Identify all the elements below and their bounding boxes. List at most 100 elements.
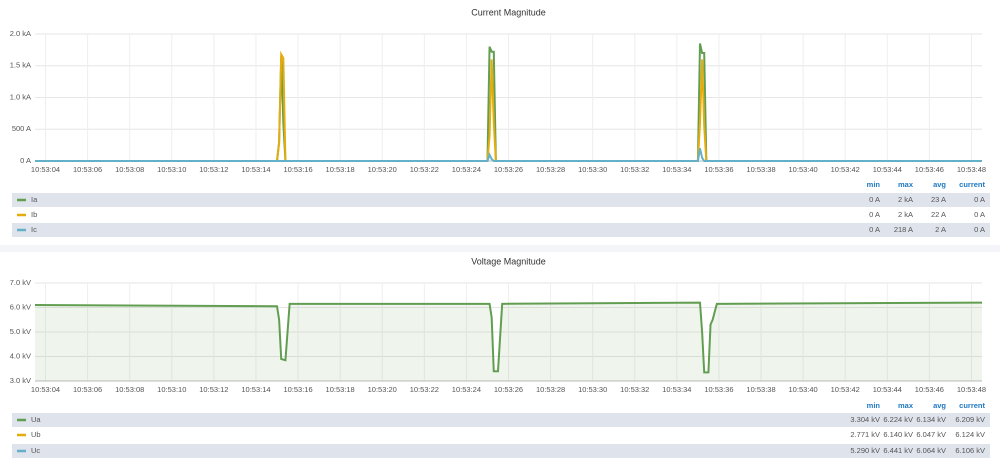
x-tick-label: 10:53:24 (452, 165, 481, 174)
legend-value: 6.224 kV (883, 415, 913, 424)
x-tick-label: 10:53:28 (536, 165, 565, 174)
x-tick-label: 10:53:30 (578, 385, 607, 394)
x-tick-label: 10:53:28 (536, 385, 565, 394)
legend-value: 0 A (974, 195, 985, 204)
x-tick-label: 10:53:32 (620, 165, 649, 174)
y-tick-label: 1.5 kA (10, 61, 31, 70)
x-tick-label: 10:53:08 (115, 385, 144, 394)
legend-row-bg (12, 444, 990, 458)
x-tick-label: 10:53:10 (157, 385, 186, 394)
x-tick-label: 10:53:44 (873, 165, 902, 174)
legend-value: 6.134 kV (916, 415, 946, 424)
legend-value: 2 kA (898, 210, 913, 219)
legend-column-header: avg (933, 401, 946, 410)
legend-value: 6.140 kV (883, 430, 913, 439)
series-line (34, 301, 983, 374)
x-tick-label: 10:53:06 (73, 165, 102, 174)
legend-value: 0 A (869, 195, 880, 204)
y-tick-label: 6.0 kV (10, 302, 31, 311)
x-tick-label: 10:53:06 (73, 385, 102, 394)
legend-column-header: max (898, 401, 914, 410)
legend-value: 218 A (894, 225, 913, 234)
x-tick-label: 10:53:38 (746, 385, 775, 394)
x-tick-label: 10:53:04 (31, 385, 60, 394)
x-tick-label: 10:53:36 (704, 385, 733, 394)
x-tick-label: 10:53:20 (368, 165, 397, 174)
legend-value: 6.106 kV (955, 446, 985, 455)
legend-value: 2.771 kV (850, 430, 880, 439)
x-tick-label: 10:53:48 (957, 165, 986, 174)
legend-value: 0 A (974, 210, 985, 219)
y-tick-label: 1.0 kA (10, 92, 31, 101)
legend-name: Ia (31, 195, 38, 204)
x-tick-label: 10:53:38 (746, 165, 775, 174)
x-tick-label: 10:53:26 (494, 165, 523, 174)
legend-value: 3.304 kV (850, 415, 880, 424)
legend-value: 22 A (931, 210, 946, 219)
x-tick-label: 10:53:16 (283, 165, 312, 174)
x-tick-label: 10:53:44 (873, 385, 902, 394)
legend-column-header: current (959, 180, 985, 189)
x-tick-label: 10:53:14 (241, 165, 270, 174)
x-tick-label: 10:53:04 (31, 165, 60, 174)
legend-row-bg (12, 413, 990, 427)
x-tick-label: 10:53:42 (831, 385, 860, 394)
panel (0, 252, 1000, 466)
x-tick-label: 10:53:08 (115, 165, 144, 174)
legend-value: 6.124 kV (955, 430, 985, 439)
chart-title: Current Magnitude (471, 7, 546, 17)
legend-value: 6.441 kV (883, 446, 913, 455)
x-tick-label: 10:53:22 (410, 165, 439, 174)
x-tick-label: 10:53:26 (494, 385, 523, 394)
legend-column-header: min (867, 180, 881, 189)
x-tick-label: 10:53:12 (199, 165, 228, 174)
x-tick-label: 10:53:12 (199, 385, 228, 394)
x-tick-label: 10:53:34 (662, 165, 691, 174)
chart-title: Voltage Magnitude (471, 256, 546, 266)
legend-value: 0 A (974, 225, 985, 234)
legend-value: 23 A (931, 195, 946, 204)
panel (0, 0, 1000, 245)
x-tick-label: 10:53:10 (157, 165, 186, 174)
legend-name: Ic (31, 225, 37, 234)
y-tick-label: 5.0 kV (10, 327, 31, 336)
y-tick-label: 2.0 kA (10, 29, 31, 38)
x-tick-label: 10:53:42 (831, 165, 860, 174)
legend-value: 0 A (869, 210, 880, 219)
x-tick-label: 10:53:16 (283, 385, 312, 394)
legend-value: 6.047 kV (916, 430, 946, 439)
x-tick-label: 10:53:36 (704, 165, 733, 174)
legend-name: Ib (31, 210, 37, 219)
x-tick-label: 10:53:30 (578, 165, 607, 174)
x-tick-label: 10:53:20 (368, 385, 397, 394)
series-line (35, 50, 982, 162)
legend-value: 6.064 kV (916, 446, 946, 455)
series-area (35, 302, 982, 381)
y-tick-label: 3.0 kV (10, 376, 31, 385)
legend-value: 2 A (935, 225, 946, 234)
legend-value: 2 kA (898, 195, 913, 204)
legend-value: 0 A (869, 225, 880, 234)
legend-value: 6.209 kV (955, 415, 985, 424)
legend-column-header: max (898, 180, 914, 189)
legend-name: Uc (31, 446, 40, 455)
x-tick-label: 10:53:14 (241, 385, 270, 394)
x-tick-label: 10:53:34 (662, 385, 691, 394)
y-tick-label: 4.0 kV (10, 351, 31, 360)
legend-column-header: min (867, 401, 881, 410)
legend-value: 5.290 kV (850, 446, 880, 455)
x-tick-label: 10:53:18 (326, 385, 355, 394)
legend-column-header: current (959, 401, 985, 410)
y-tick-label: 0 A (20, 156, 31, 165)
x-tick-label: 10:53:46 (915, 165, 944, 174)
y-tick-label: 500 A (12, 124, 31, 133)
series-line (35, 148, 982, 162)
x-tick-label: 10:53:48 (957, 385, 986, 394)
x-tick-label: 10:53:46 (915, 385, 944, 394)
x-tick-label: 10:53:18 (326, 165, 355, 174)
legend-row-bg (12, 193, 990, 207)
legend-name: Ua (31, 415, 41, 424)
y-tick-label: 7.0 kV (10, 278, 31, 287)
legend-name: Ub (31, 430, 41, 439)
